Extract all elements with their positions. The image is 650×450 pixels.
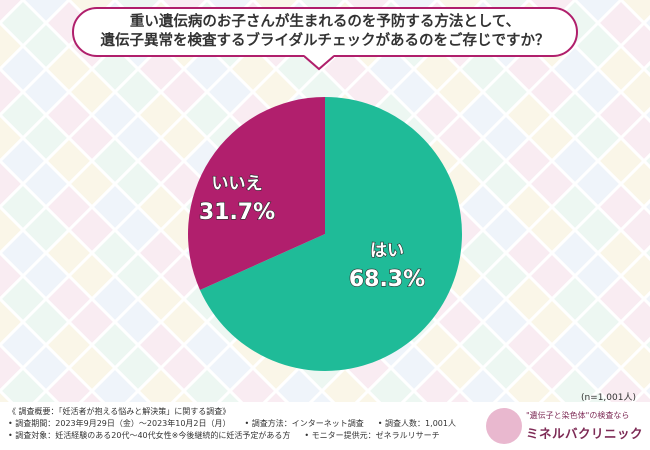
pattern-tile [308, 388, 336, 402]
clinic-logo-icon [486, 408, 522, 444]
pattern-tile [0, 204, 26, 256]
pattern-tile [630, 388, 650, 402]
pattern-tile [170, 388, 198, 402]
pattern-tile [400, 388, 428, 402]
pattern-tile [227, 365, 279, 402]
clinic-tagline: "遺伝子と染色体"の検査なら [526, 411, 630, 420]
pattern-tile [492, 388, 520, 402]
pattern-tile [319, 365, 371, 402]
question-line-1: 重い遺伝病のお子さんが生まれるのを予防する方法として、 [129, 14, 521, 30]
pattern-tile [0, 158, 26, 210]
pattern-tile [0, 66, 26, 118]
pattern-tile [365, 365, 417, 402]
pattern-tile [0, 250, 26, 302]
pattern-tile [0, 296, 26, 348]
pattern-tile [78, 388, 106, 402]
pattern-tile [273, 365, 325, 402]
question-line-2: 遺伝子異常を検査するブライダルチェックがあるのをご存じですか？ [100, 33, 550, 49]
pattern-tile [135, 365, 187, 402]
slice-value-no: 31.7% [199, 200, 275, 225]
pattern-tile [262, 388, 290, 402]
pattern-tile [411, 365, 463, 402]
survey-method: • 調査方法：インターネット調査 [244, 419, 364, 428]
pie-slice-no [187, 97, 325, 290]
clinic-name: ミネルバクリニック [526, 426, 644, 441]
survey-period: • 調査期間：2023年9月29日（金）～2023年10月2日（月） [8, 419, 231, 428]
clinic-logo: "遺伝子と染色体"の検査なら ミネルバクリニック [486, 406, 646, 446]
pattern-tile [0, 112, 26, 164]
pattern-tile [0, 365, 49, 402]
pattern-tile [584, 388, 612, 402]
pattern-tile [89, 365, 141, 402]
pattern-tile [457, 365, 509, 402]
slice-label-yes: はい [370, 241, 404, 261]
sample-size: (n=1,001人) [580, 393, 636, 403]
pattern-tile [0, 342, 26, 394]
survey-row-2: • 調査対象：妊活経験のある20代～40代女性※今後継続的に妊活予定がある方 • … [8, 430, 456, 442]
pattern-tile [32, 388, 60, 402]
pattern-tile [43, 365, 95, 402]
pattern-tile [446, 388, 474, 402]
footer: 《 調査概要：「妊活者が抱える悩みと解決策」に関する調査》 • 調査期間：202… [0, 402, 650, 450]
survey-title: 《 調査概要：「妊活者が抱える悩みと解決策」に関する調査》 [8, 407, 231, 416]
pie-chart: はい 68.3% いいえ 31.7% [187, 97, 463, 372]
pattern-tile [181, 365, 233, 402]
pattern-tile [124, 388, 152, 402]
survey-count: • 調査人数：1,001人 [377, 419, 456, 428]
question-bubble: 重い遺伝病のお子さんが生まれるのを予防する方法として、 遺伝子異常を検査するブラ… [72, 7, 578, 57]
slice-label-no: いいえ [212, 174, 263, 194]
survey-row-1: • 調査期間：2023年9月29日（金）～2023年10月2日（月） • 調査方法… [8, 418, 456, 430]
survey-notes: 《 調査概要：「妊活者が抱える悩みと解決策」に関する調査》 • 調査期間：202… [8, 406, 456, 442]
pattern-tile [538, 388, 566, 402]
bubble-tail [304, 55, 334, 71]
pattern-tile [216, 388, 244, 402]
pie-slice-yes [199, 97, 463, 372]
pattern-tile [0, 20, 26, 72]
pattern-tile [549, 365, 601, 402]
pattern-tile [595, 365, 647, 402]
slice-value-yes: 68.3% [349, 267, 425, 292]
pattern-tile [503, 365, 555, 402]
pattern-tile [354, 388, 382, 402]
pattern-tile [0, 388, 14, 402]
survey-target: • 調査対象：妊活経験のある20代～40代女性※今後継続的に妊活予定がある方 [8, 431, 291, 440]
survey-provider: • モニター提供元：ゼネラルリサーチ [304, 431, 440, 440]
